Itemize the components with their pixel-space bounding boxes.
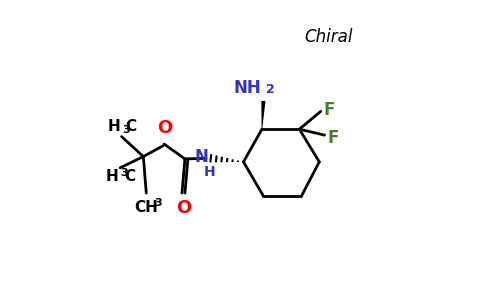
Text: 3: 3 xyxy=(121,168,128,178)
Text: CH: CH xyxy=(135,200,158,214)
Text: F: F xyxy=(324,101,335,119)
Text: O: O xyxy=(176,199,191,217)
Polygon shape xyxy=(261,101,266,129)
Text: O: O xyxy=(157,119,172,137)
Text: 2: 2 xyxy=(266,82,274,96)
Text: 3: 3 xyxy=(122,125,130,135)
Text: H: H xyxy=(107,119,120,134)
Text: Chiral: Chiral xyxy=(304,28,352,46)
Text: 3: 3 xyxy=(154,198,162,208)
Text: H: H xyxy=(204,165,216,179)
Text: H: H xyxy=(106,169,119,184)
Text: NH: NH xyxy=(233,79,261,97)
Text: C: C xyxy=(124,169,135,184)
Text: F: F xyxy=(328,128,339,146)
Text: C: C xyxy=(125,119,136,134)
Text: N: N xyxy=(195,148,209,166)
